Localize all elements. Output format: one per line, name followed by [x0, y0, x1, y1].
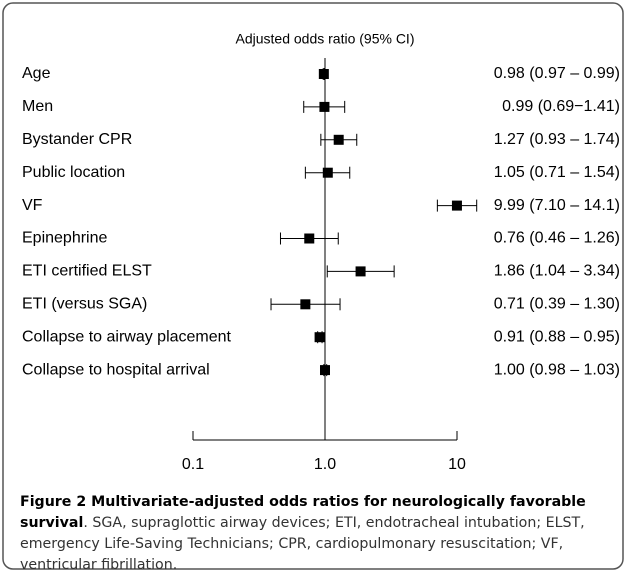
estimate: [304, 233, 315, 244]
caption-label: Figure 2 Multivariate-adjusted odds rati…: [20, 494, 586, 531]
estimate: [318, 69, 329, 79]
row-label: ETI certified ELST: [22, 263, 152, 280]
estimate: [322, 167, 333, 178]
value-label: 0.98 (0.97 – 0.99): [494, 65, 620, 82]
value-label: 9.99 (7.10 – 14.1): [494, 197, 620, 214]
row-label: Collapse to airway placement: [22, 328, 232, 345]
value-label: 1.27 (0.93 – 1.74): [494, 131, 620, 148]
chart-title: Adjusted odds ratio (95% CI): [236, 31, 415, 47]
row-label: Public location: [22, 164, 125, 181]
row-label: ETI (versus SGA): [22, 296, 147, 313]
value-label: 1.86 (1.04 – 3.34): [494, 263, 620, 280]
estimate: [451, 200, 462, 211]
x-tick-label: 0.1: [182, 456, 204, 473]
estimate: [319, 101, 330, 112]
row-label: VF: [22, 197, 43, 214]
estimate: [355, 266, 366, 277]
value-label: 0.99 (0.69−1.41): [502, 98, 620, 115]
row-label: Epinephrine: [22, 230, 108, 247]
estimate: [333, 134, 344, 145]
caption: Figure 2 Multivariate-adjusted odds rati…: [20, 492, 616, 573]
value-label: 0.91 (0.88 – 0.95): [494, 328, 620, 345]
value-label: 0.71 (0.39 – 1.30): [494, 296, 620, 313]
value-label: 1.05 (0.71 – 1.54): [494, 164, 620, 181]
x-tick-label: 10: [448, 456, 466, 473]
estimate: [314, 332, 325, 343]
row-label: Men: [22, 98, 53, 115]
value-label: 1.00 (0.98 – 1.03): [494, 361, 620, 378]
value-label: 0.76 (0.46 – 1.26): [494, 230, 620, 247]
row-label: Collapse to hospital arrival: [22, 361, 210, 378]
estimate: [320, 365, 330, 376]
caption-text: . SGA, supraglottic airway devices; ETI,…: [20, 515, 585, 573]
row-label: Age: [22, 65, 51, 82]
row-label: Bystander CPR: [22, 131, 132, 148]
estimate: [300, 299, 311, 310]
x-tick-label: 1.0: [314, 456, 336, 473]
